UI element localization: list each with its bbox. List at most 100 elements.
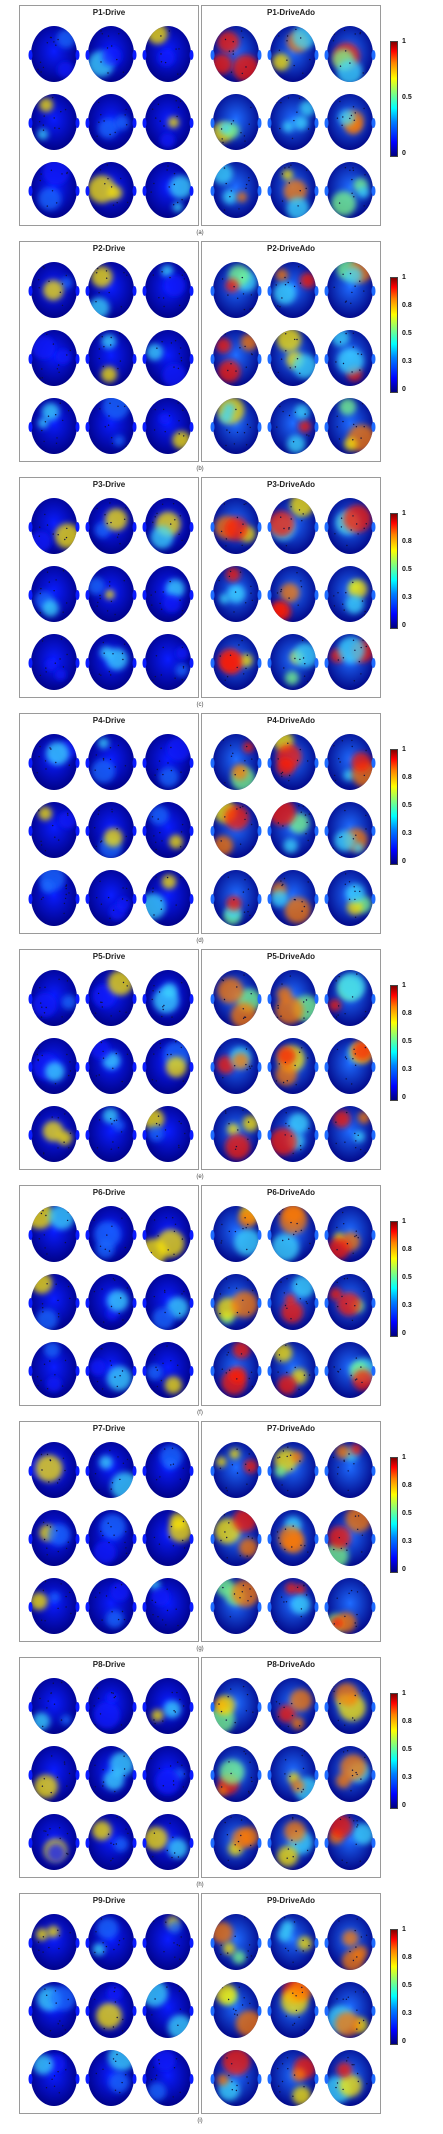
colorbar-tick-label: 0.8 — [402, 774, 412, 781]
scalp-topomap — [141, 325, 195, 389]
scalp-topomap — [209, 393, 263, 457]
scalp-topomap — [27, 393, 81, 457]
driveado-panel: P8-DriveAdo — [201, 1657, 381, 1878]
colorbar-tick-label: 0 — [402, 1094, 406, 1101]
scalp-topomap — [323, 393, 377, 457]
scalp-topomap — [141, 1505, 195, 1569]
scalp-topomap — [84, 89, 138, 153]
scalp-topomap — [27, 1741, 81, 1805]
scalp-topomap — [141, 561, 195, 625]
scalp-topomap — [27, 629, 81, 693]
driveado-panel: P9-DriveAdo — [201, 1893, 381, 2114]
scalp-topomap — [209, 89, 263, 153]
scalp-topomap — [209, 1101, 263, 1165]
panel-title: P9-Drive — [92, 1896, 126, 1905]
scalp-topomap — [323, 965, 377, 1029]
scalp-topomap — [27, 325, 81, 389]
colorbar-tick-label: 1 — [402, 38, 406, 45]
scalp-topomap — [27, 1909, 81, 1973]
scalp-topomap — [323, 493, 377, 557]
scalp-topomap — [27, 1033, 81, 1097]
scalp-topomap — [27, 1505, 81, 1569]
drive-panel: P7-Drive — [19, 1421, 199, 1642]
scalp-topomap — [27, 561, 81, 625]
scalp-topomap — [141, 1033, 195, 1097]
scalp-topomap — [141, 729, 195, 793]
scalp-topomap — [27, 493, 81, 557]
panel-title: P5-Drive — [92, 952, 126, 961]
scalp-topomap — [141, 493, 195, 557]
scalp-topomap — [141, 865, 195, 929]
scalp-topomap — [27, 157, 81, 221]
colorbar-tick-label: 0.3 — [402, 1538, 412, 1545]
scalp-topomap — [323, 1573, 377, 1637]
colorbar-tick-label: 0.3 — [402, 830, 412, 837]
driveado-panel: P4-DriveAdo — [201, 713, 381, 934]
scalp-topomap — [266, 1437, 320, 1501]
colorbar-tick-label: 0.8 — [402, 302, 412, 309]
panel-title: P2-DriveAdo — [266, 244, 315, 253]
colorbar-tick-label: 0.3 — [402, 2010, 412, 2017]
panel-title: P9-DriveAdo — [266, 1896, 315, 1905]
drive-panel: P9-Drive — [19, 1893, 199, 2114]
colorbar-tick-label: 0 — [402, 150, 406, 157]
scalp-topomap — [209, 1673, 263, 1737]
panel-title: P2-Drive — [92, 244, 126, 253]
scalp-topomap — [27, 965, 81, 1029]
scalp-topomap — [84, 1673, 138, 1737]
scalp-topomap — [323, 257, 377, 321]
scalp-topomap — [323, 89, 377, 153]
scalp-topomap — [323, 1337, 377, 1401]
scalp-topomap — [141, 965, 195, 1029]
panel-title: P5-DriveAdo — [266, 952, 315, 961]
scalp-topomap — [209, 797, 263, 861]
scalp-topomap — [266, 629, 320, 693]
subfigure-caption: (c) — [196, 702, 204, 708]
scalp-topomap — [209, 1269, 263, 1333]
scalp-topomap — [209, 629, 263, 693]
scalp-topomap — [323, 629, 377, 693]
scalp-topomap — [27, 1437, 81, 1501]
colorbar-tick-label: 1 — [402, 746, 406, 753]
scalp-topomap — [27, 1337, 81, 1401]
scalp-topomap — [266, 965, 320, 1029]
scalp-topomap — [27, 1977, 81, 2041]
colorbar — [390, 749, 398, 865]
scalp-topomap — [27, 1101, 81, 1165]
subfigure-caption: (f) — [197, 1410, 203, 1416]
scalp-topomap — [266, 797, 320, 861]
scalp-topomap — [141, 797, 195, 861]
figure-section: P2-Drive — [0, 241, 443, 478]
scalp-topomap — [266, 561, 320, 625]
scalp-topomap — [84, 797, 138, 861]
figure-section: P9-Drive — [0, 1893, 443, 2130]
colorbar — [390, 1693, 398, 1809]
scalp-topomap — [209, 157, 263, 221]
scalp-topomap — [27, 89, 81, 153]
scalp-topomap — [323, 1673, 377, 1737]
colorbar — [390, 41, 398, 157]
colorbar-tick-label: 0 — [402, 1330, 406, 1337]
scalp-topomap — [323, 21, 377, 85]
colorbar-tick-label: 0.3 — [402, 1066, 412, 1073]
colorbar-tick-label: 0.3 — [402, 594, 412, 601]
scalp-topomap — [209, 1201, 263, 1265]
figure-section: P5-Drive — [0, 949, 443, 1186]
driveado-panel: P2-DriveAdo — [201, 241, 381, 462]
scalp-topomap — [209, 257, 263, 321]
colorbar-tick-label: 0.5 — [402, 1038, 412, 1045]
driveado-panel: P5-DriveAdo — [201, 949, 381, 1170]
colorbar-tick-label: 0.8 — [402, 1954, 412, 1961]
scalp-topomap — [323, 1101, 377, 1165]
colorbar — [390, 277, 398, 393]
scalp-topomap — [266, 89, 320, 153]
colorbar-tick-label: 0 — [402, 1566, 406, 1573]
scalp-topomap — [141, 1909, 195, 1973]
figure-section: P8-Drive — [0, 1657, 443, 1894]
scalp-topomap — [141, 393, 195, 457]
figure-section: P6-Drive — [0, 1185, 443, 1422]
colorbar-tick-label: 0.8 — [402, 1010, 412, 1017]
scalp-topomap — [84, 1269, 138, 1333]
subfigure-caption: (d) — [196, 938, 204, 944]
scalp-topomap — [323, 1033, 377, 1097]
